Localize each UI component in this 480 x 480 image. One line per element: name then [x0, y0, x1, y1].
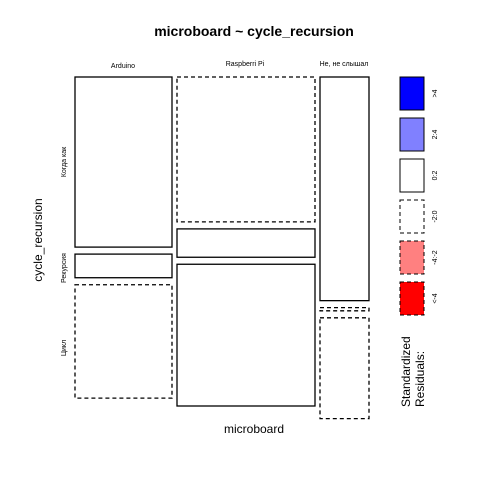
mosaic-cell-raspberri-pi-цикл — [176, 263, 316, 407]
column-label-arduino: Arduino — [111, 63, 135, 70]
legend-swatch-5 — [399, 281, 425, 316]
legend-swatch-2 — [399, 158, 425, 193]
legend-label-1: 2:4 — [432, 130, 439, 140]
mosaic-cell-arduino-рекурсия — [74, 253, 173, 279]
legend-label-2: 0:2 — [432, 171, 439, 181]
x-axis-label: microboard — [224, 422, 284, 436]
legend-label-3: -2:0 — [432, 210, 439, 222]
legend-label-0: >4 — [432, 89, 439, 97]
chart-title: microboard ~ cycle_recursion — [154, 23, 354, 39]
mosaic-cell-arduino-цикл — [74, 284, 173, 399]
legend-swatch-1 — [399, 117, 425, 152]
mosaic-cell-не-не-слышал-цикл — [319, 317, 370, 420]
legend: >4 2:4 0:2 -2:0 -4:-2 <-4 — [399, 76, 439, 316]
mosaic-cells — [74, 76, 370, 420]
row-label-kogda-kak: Когда как — [61, 146, 68, 177]
mosaic-cell-не-не-слышал-когда-как — [319, 76, 370, 302]
mosaic-cell-raspberri-pi-рекурсия — [176, 228, 316, 258]
legend-title-line2: Residuals: — [413, 351, 427, 407]
legend-title-line1: Standardized — [399, 336, 413, 407]
mosaic-cell-raspberri-pi-когда-как — [176, 76, 316, 223]
mosaic-cell-arduino-когда-как — [74, 76, 173, 248]
legend-swatch-4 — [399, 240, 425, 275]
column-label-ne-ne-slyshal: Не, не слышал — [320, 61, 369, 68]
legend-label-5: <-4 — [432, 293, 439, 303]
legend-label-4: -4:-2 — [432, 250, 439, 265]
legend-swatch-3 — [399, 199, 425, 234]
y-axis-label: cycle_recursion — [31, 198, 45, 281]
column-label-raspberri-pi: Raspberri Pi — [226, 61, 265, 68]
mosaic-cell-не-не-слышал-рекурсия — [319, 306, 370, 312]
row-label-tsikl: Цикл — [61, 340, 68, 356]
legend-swatch-0 — [399, 76, 425, 111]
row-label-rekursiya: Рекурсия — [61, 253, 68, 283]
